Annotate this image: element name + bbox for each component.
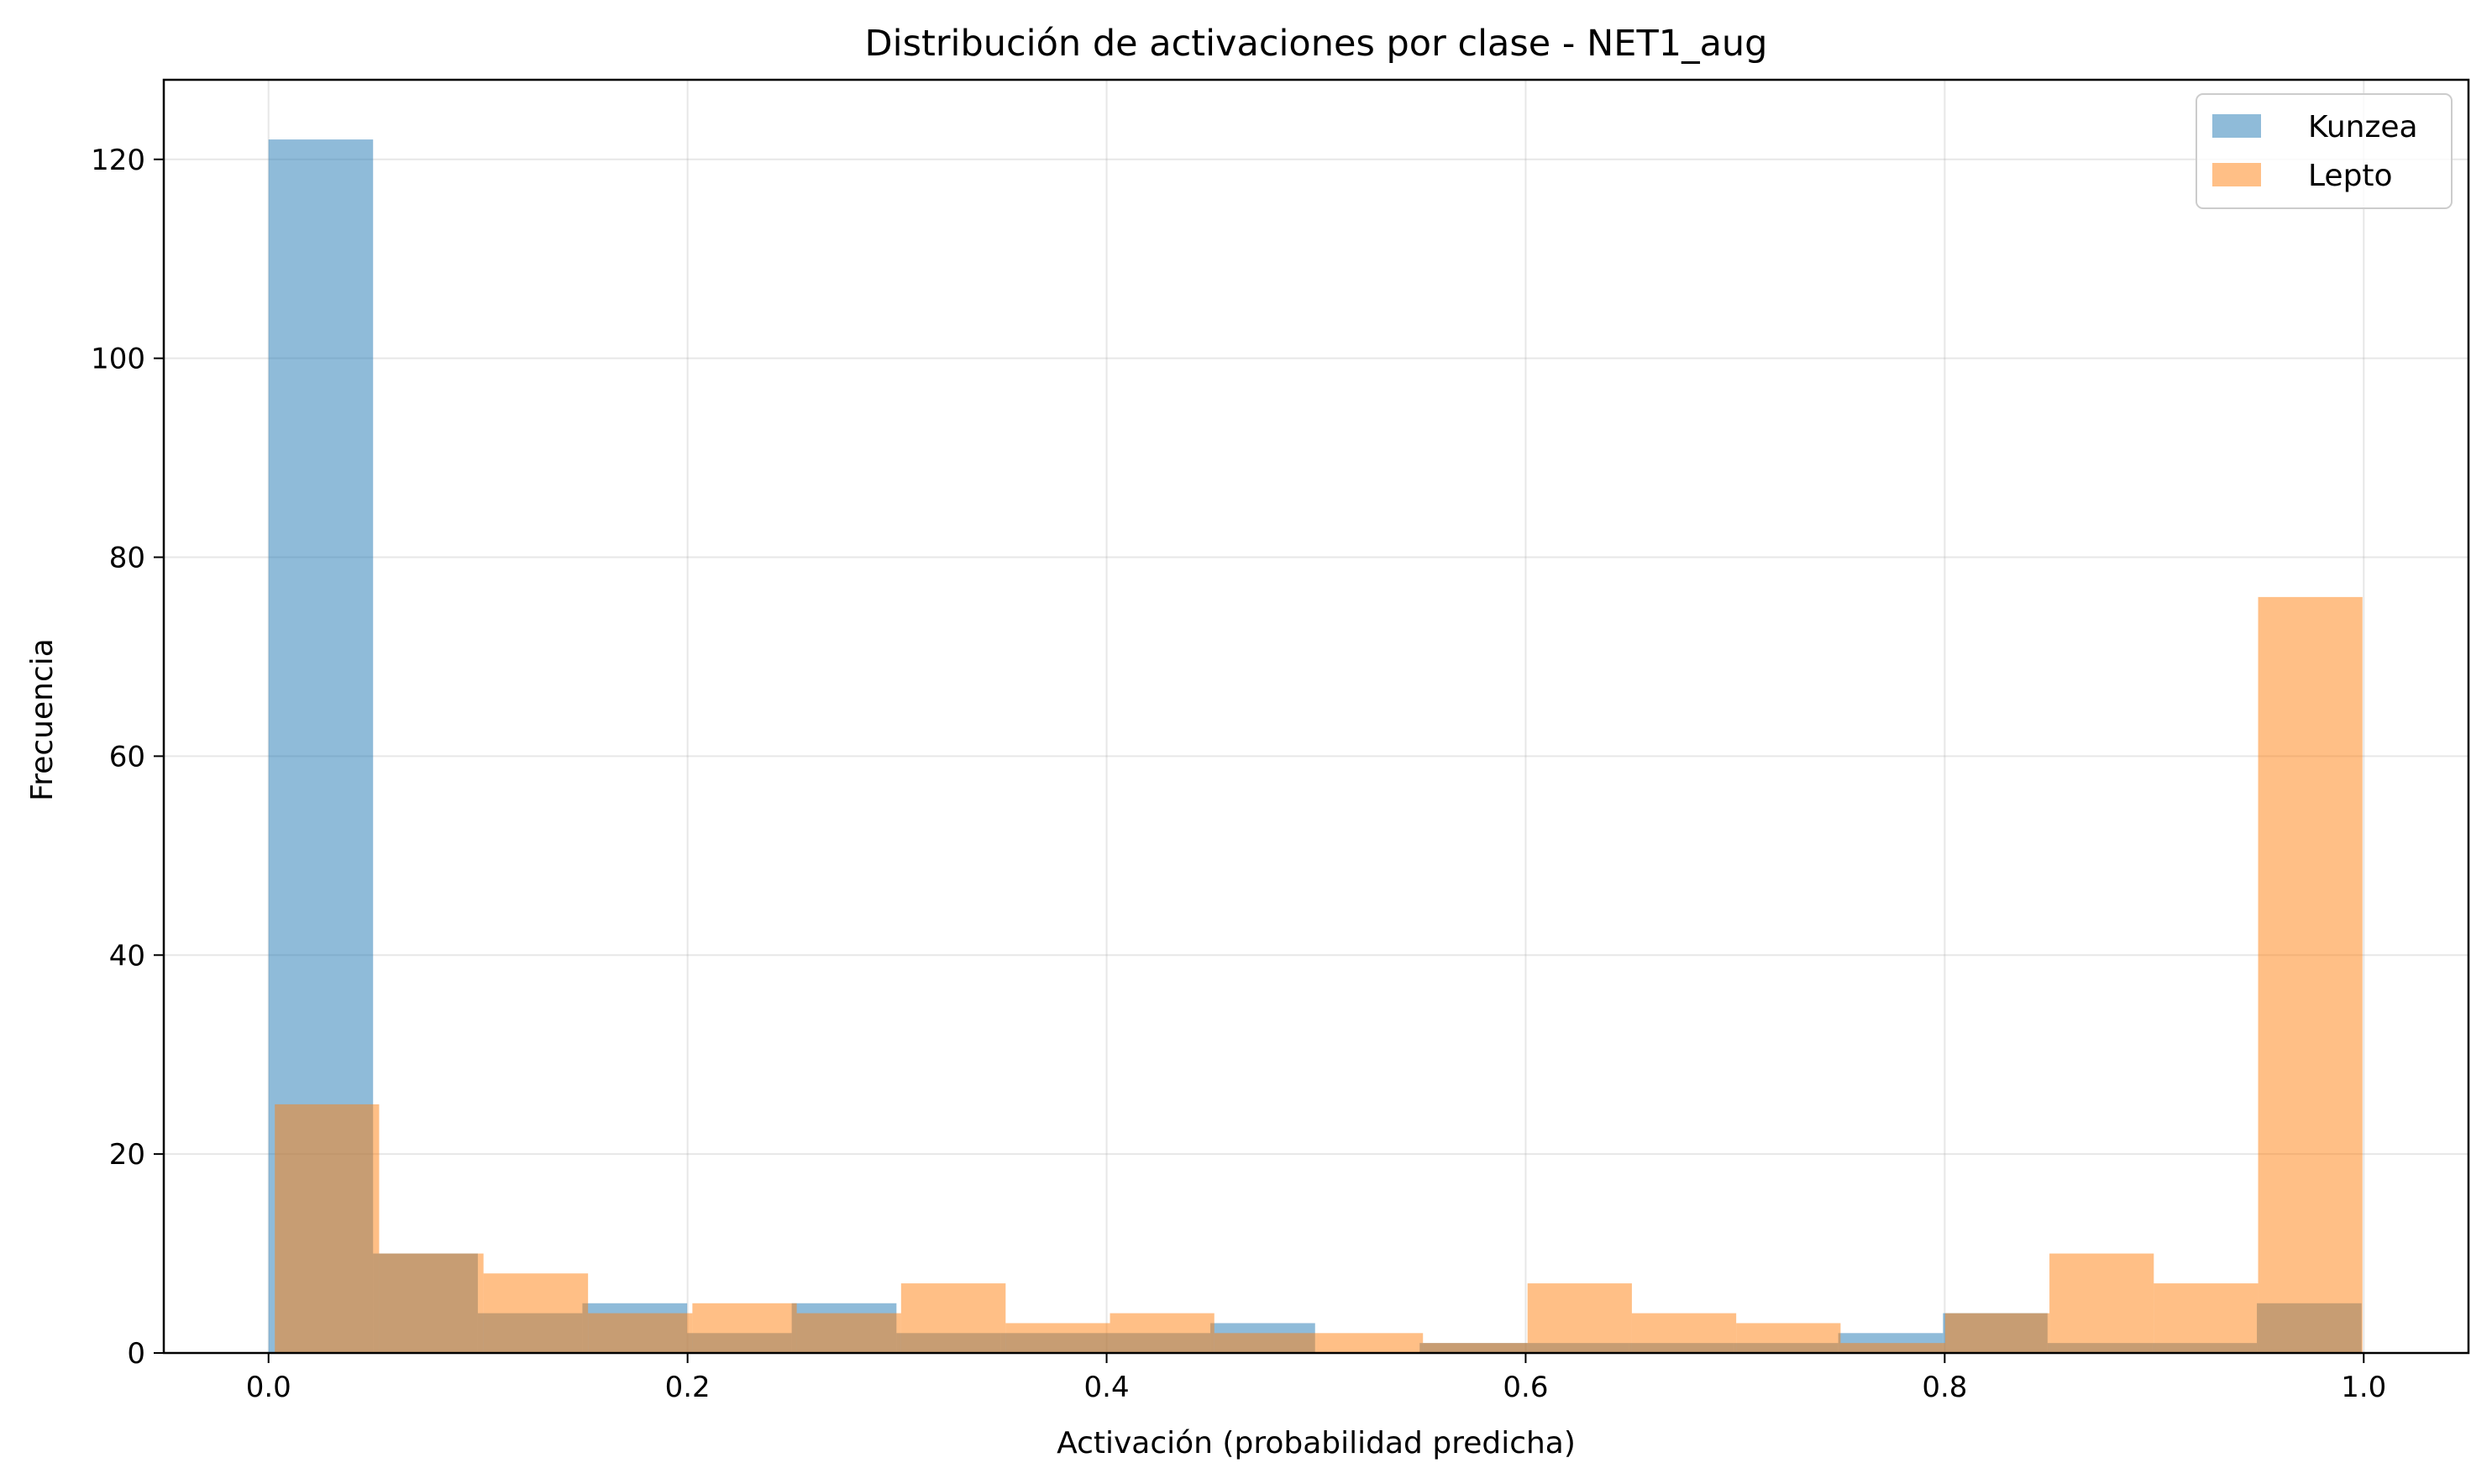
bar-lepto	[1214, 1333, 1319, 1353]
legend-label-kunzea: Kunzea	[2308, 110, 2418, 144]
plot-frame	[162, 78, 2470, 1355]
chart-title: Distribución de activaciones por clase -…	[865, 23, 1768, 65]
x-tick-label: 0.6	[1503, 1371, 1548, 1404]
bar-lepto	[1631, 1313, 1737, 1353]
bar-lepto	[1840, 1343, 1945, 1353]
bar-lepto	[1736, 1323, 1841, 1353]
legend: Kunzea Lepto	[2196, 93, 2453, 209]
y-tick-label: 80	[109, 542, 145, 575]
bar-lepto	[588, 1313, 693, 1353]
x-tick-label: 0.8	[1922, 1371, 1967, 1404]
x-tick-label: 0.4	[1084, 1371, 1130, 1404]
x-axis-label: Activación (probabilidad predicha)	[1057, 1426, 1576, 1460]
bar-lepto	[275, 1104, 380, 1353]
bar-lepto	[692, 1303, 797, 1353]
y-tick-label: 60	[109, 740, 145, 773]
x-tick-label: 1.0	[2341, 1371, 2386, 1404]
bar-lepto	[2154, 1283, 2259, 1353]
legend-label-lepto: Lepto	[2308, 159, 2393, 193]
x-tick-label: 0.0	[246, 1371, 291, 1404]
bar-lepto	[1005, 1323, 1110, 1353]
legend-swatch-lepto	[2212, 163, 2261, 186]
bar-lepto	[379, 1253, 484, 1353]
y-tick-label: 100	[91, 343, 145, 376]
bar-lepto	[1527, 1283, 1632, 1353]
bar-lepto	[1944, 1313, 2050, 1353]
bars-layer	[268, 139, 2363, 1353]
y-tick-label: 0	[127, 1337, 145, 1371]
y-axis-label: Frecuencia	[25, 638, 60, 801]
bar-lepto	[483, 1273, 589, 1353]
bar-lepto	[2258, 596, 2363, 1353]
bar-lepto	[1318, 1333, 1424, 1353]
y-tick-label: 40	[109, 939, 145, 973]
x-tick-label: 0.2	[665, 1371, 711, 1404]
ticks-layer: 0.0 0.2 0.4 0.6 0.8 1.0 0 20 40 60 80 100 120	[91, 144, 2386, 1404]
bar-lepto	[1110, 1313, 1215, 1353]
bar-lepto	[2049, 1253, 2154, 1353]
y-tick-label: 20	[109, 1138, 145, 1172]
bar-lepto	[796, 1313, 901, 1353]
legend-swatch-kunzea	[2212, 114, 2261, 138]
y-tick-label: 120	[91, 144, 145, 177]
bar-lepto	[900, 1283, 1006, 1353]
bar-lepto	[1423, 1343, 1528, 1353]
